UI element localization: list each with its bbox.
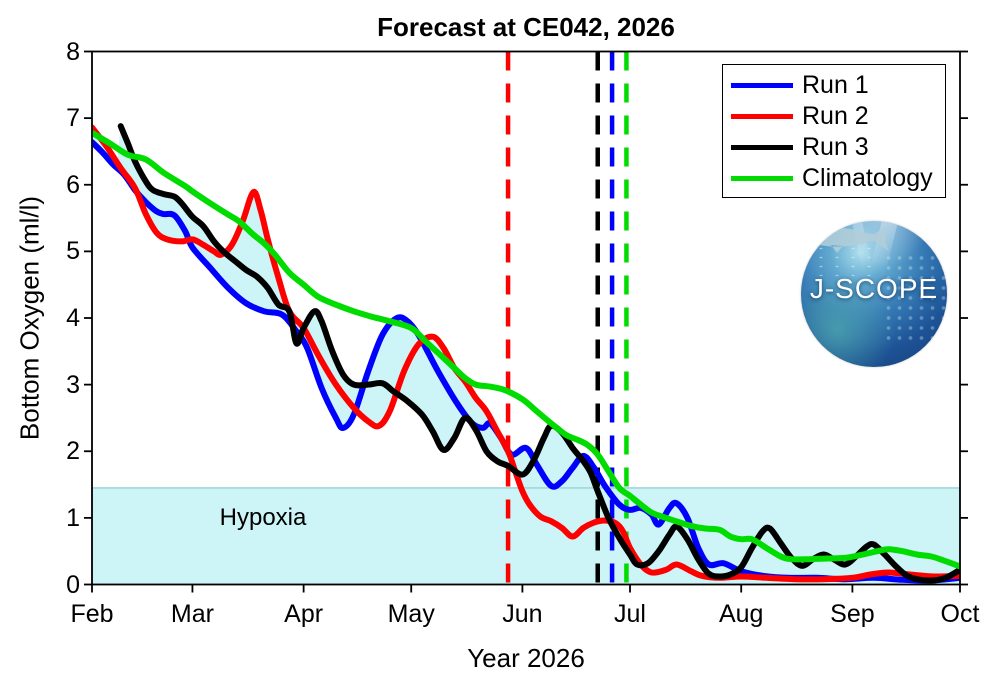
fish-icon [805,225,889,253]
legend-label: Run 2 [802,102,869,130]
legend-label: Run 1 [802,71,869,99]
jscope-logo: J-SCOPE [801,221,947,367]
hypoxia-region-label: Hypoxia [219,504,307,531]
plot-area [92,51,960,585]
x-tick-label: May [387,600,435,628]
y-tick-label: 1 [66,503,80,532]
legend-line-sample [731,145,793,150]
x-tick-label: Sep [830,600,875,628]
y-tick-label: 3 [66,370,80,399]
legend-box: Run 1 Run 2 Run 3 Climatology [722,64,946,198]
x-tick-label: Jun [502,600,543,628]
chart-title: Forecast at CE042, 2026 [377,12,675,42]
y-tick-label: 8 [66,37,80,66]
axes [84,50,968,593]
x-tick-label: Feb [70,600,114,628]
x-tick-label: Aug [718,600,764,628]
series-line-run-2 [92,124,960,583]
y-tick-label: 4 [66,304,80,332]
logo-fish-school [812,244,872,277]
y-tick-label: 5 [66,237,80,266]
legend-item-climatology: Climatology [731,163,945,194]
ensemble-spread-fill [92,126,960,581]
x-tick-label: Oct [940,600,980,628]
x-tick-label: Apr [284,600,324,628]
legend-line-sample [731,83,793,88]
legend-line-sample [731,114,793,119]
logo-bubble-pattern [882,253,947,344]
series-line-climatology [92,129,960,570]
x-axis-title: Year 2026 [467,643,585,673]
x-tick-label: Jul [614,600,646,628]
small-fish-icon [802,222,837,234]
legend-item-run-3: Run 3 [731,132,945,163]
logo-teal-glow [801,275,899,367]
x-tick-label: Mar [170,600,214,628]
y-tick-label: 6 [66,170,80,199]
y-tick-label: 2 [66,437,80,466]
legend-item-run-1: Run 1 [731,70,945,101]
legend-label: Climatology [802,164,933,192]
legend-label: Run 3 [802,133,869,161]
legend-item-run-2: Run 2 [731,101,945,132]
logo-wordmark: J-SCOPE [809,273,939,304]
y-tick-label: 7 [66,104,80,133]
y-tick-label: 0 [66,570,80,599]
series-line-run-1 [92,139,960,584]
legend-line-sample [731,176,793,181]
